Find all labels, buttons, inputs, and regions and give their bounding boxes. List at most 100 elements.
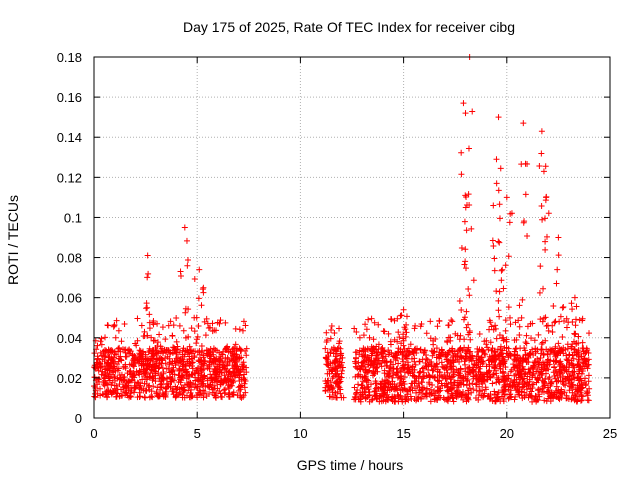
data-point [384, 362, 391, 369]
data-point [501, 388, 508, 395]
data-point [397, 392, 404, 399]
data-point [437, 352, 444, 359]
data-point [563, 363, 570, 370]
data-point [150, 317, 157, 324]
data-point [166, 374, 173, 381]
data-point [403, 329, 410, 336]
data-point [403, 321, 410, 328]
data-point [373, 395, 380, 402]
data-point [426, 373, 433, 380]
data-point [400, 335, 407, 342]
data-point [537, 316, 544, 323]
data-point [466, 292, 473, 299]
data-point [411, 378, 418, 385]
data-point [193, 314, 200, 321]
data-point [445, 351, 452, 358]
data-point [511, 396, 518, 403]
data-point [570, 355, 577, 362]
data-point [398, 395, 405, 402]
data-point [496, 201, 503, 208]
data-point [545, 390, 552, 397]
data-point [359, 378, 366, 385]
data-point [381, 358, 388, 365]
data-point [197, 377, 204, 384]
data-point [574, 386, 581, 393]
data-point [243, 369, 250, 376]
data-point [535, 386, 542, 393]
data-point [495, 187, 502, 194]
data-point [462, 110, 469, 117]
data-point [240, 318, 247, 325]
data-point [529, 346, 536, 353]
data-point [478, 378, 485, 385]
data-point [178, 367, 185, 374]
data-point [232, 356, 239, 363]
data-point [545, 387, 552, 394]
data-point [243, 345, 250, 352]
data-point [443, 396, 450, 403]
data-point [173, 338, 180, 345]
data-point [516, 332, 523, 339]
data-point [548, 346, 555, 353]
data-point [492, 394, 499, 401]
data-point [496, 332, 503, 339]
data-point [383, 377, 390, 384]
data-point [188, 325, 195, 332]
data-point [156, 364, 163, 371]
data-point [327, 349, 334, 356]
data-point [432, 374, 439, 381]
data-point [465, 344, 472, 351]
data-point [508, 366, 515, 373]
x-tick-label: 15 [396, 426, 410, 441]
data-point [489, 345, 496, 352]
data-point [328, 326, 335, 333]
data-point [448, 386, 455, 393]
data-point [216, 364, 223, 371]
data-point [428, 363, 435, 370]
data-point [368, 381, 375, 388]
data-point [226, 358, 233, 365]
y-tick-label: 0.02 [57, 371, 82, 386]
data-point [521, 218, 528, 225]
data-point [193, 340, 200, 347]
data-point [515, 381, 522, 388]
data-point [333, 371, 340, 378]
data-point [451, 348, 458, 355]
data-point [146, 319, 153, 326]
data-point [582, 381, 589, 388]
data-point [359, 385, 366, 392]
data-point [332, 353, 339, 360]
data-point [519, 296, 526, 303]
data-point [182, 305, 189, 312]
data-point [470, 375, 477, 382]
data-point [538, 128, 545, 135]
data-point [461, 314, 468, 321]
data-point [94, 359, 101, 366]
data-point [508, 210, 515, 217]
data-point [444, 338, 451, 345]
data-point [445, 334, 452, 341]
data-point [159, 374, 166, 381]
data-point [416, 384, 423, 391]
data-point [466, 202, 473, 209]
data-point [547, 357, 554, 364]
data-point [543, 367, 550, 374]
data-point [557, 390, 564, 397]
data-point [550, 303, 557, 310]
data-point [411, 325, 418, 332]
data-point [422, 393, 429, 400]
data-point [148, 393, 155, 400]
data-point [574, 374, 581, 381]
data-point [376, 394, 383, 401]
data-point [542, 238, 549, 245]
data-point [482, 351, 489, 358]
data-point [542, 337, 549, 344]
data-point [483, 337, 490, 344]
data-point [433, 345, 440, 352]
y-tick-label: 0.04 [57, 331, 82, 346]
data-point [429, 367, 436, 374]
data-point [172, 358, 179, 365]
data-point [195, 295, 202, 302]
data-point [353, 364, 360, 371]
data-point [571, 294, 578, 301]
